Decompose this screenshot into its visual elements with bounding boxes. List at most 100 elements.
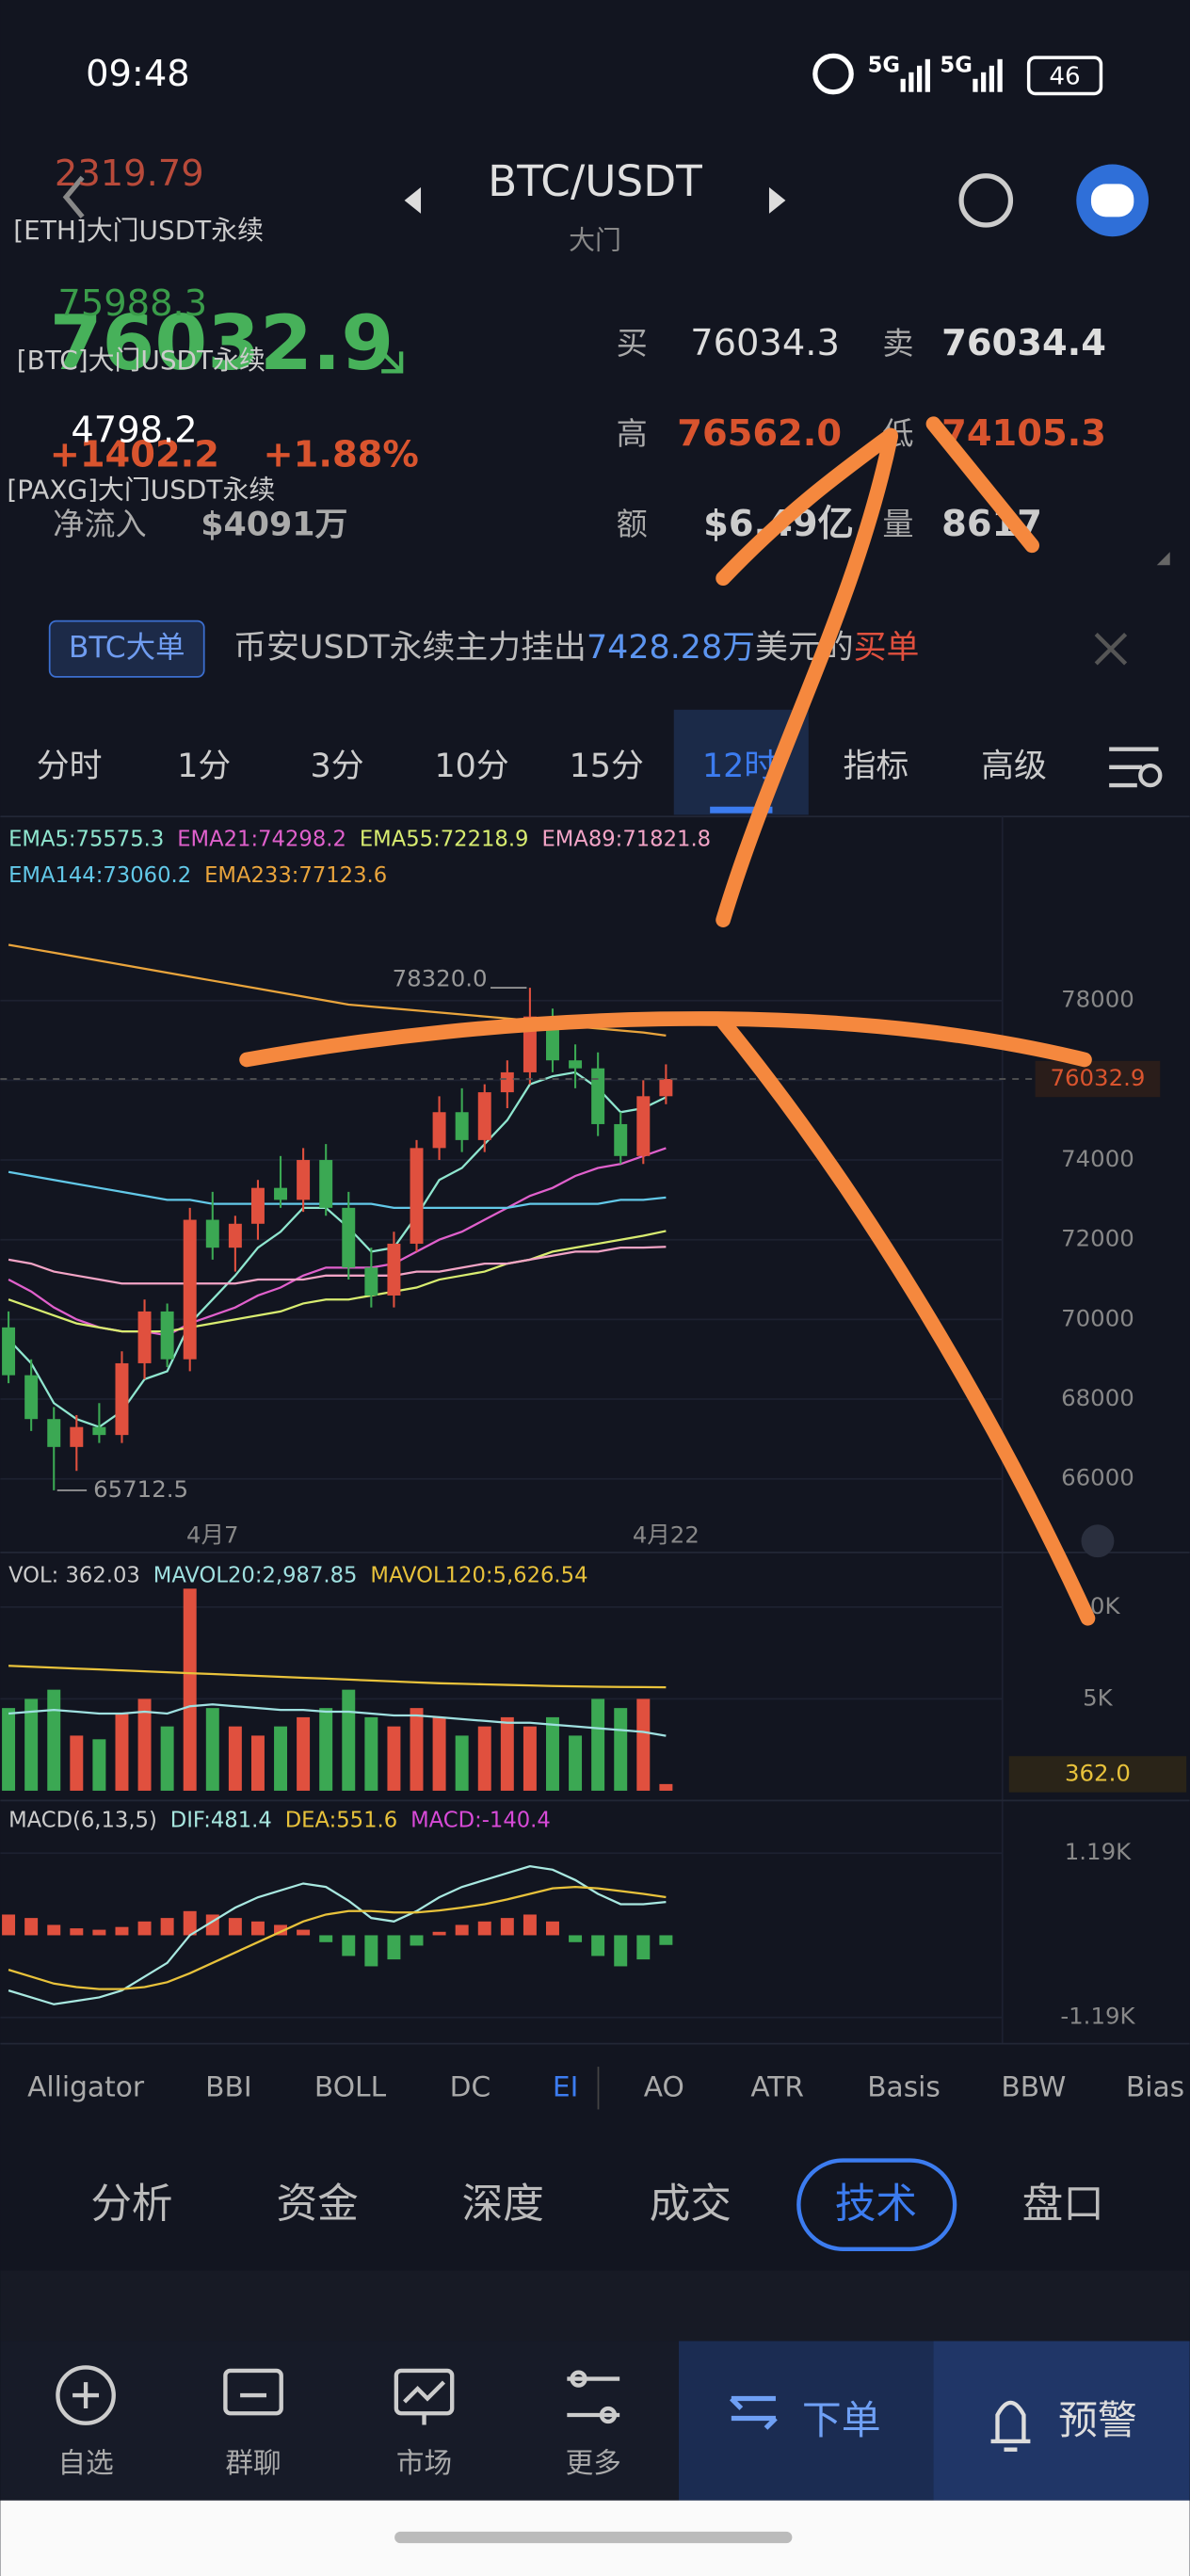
back-icon[interactable]: [62, 175, 85, 219]
indicator[interactable]: Alligator: [27, 2069, 145, 2102]
price-tag: [1035, 1060, 1161, 1098]
indicator[interactable]: BBI: [205, 2069, 251, 2102]
stats: 买 76034.3 卖 76034.4 高 76562.0 低 74105.3 …: [617, 322, 1106, 545]
alert-label[interactable]: 预警: [1058, 2397, 1137, 2443]
ticker-name: [ETH]大门USDT永续: [13, 215, 264, 246]
indicator[interactable]: EI: [553, 2069, 578, 2102]
volume-tag-label: 362.0: [1065, 1759, 1131, 1786]
volume-bar: [455, 1735, 469, 1791]
macd-bar: [319, 1935, 333, 1942]
tab[interactable]: 指标: [844, 748, 909, 785]
network: 5G: [940, 53, 972, 77]
candle-body: [342, 1207, 356, 1268]
search-icon[interactable]: [958, 173, 1014, 228]
legend-item: VOL: 362.03: [8, 1563, 140, 1587]
candle-body: [614, 1123, 628, 1156]
tab[interactable]: 3分: [311, 748, 364, 785]
tab[interactable]: 分时: [37, 748, 103, 785]
volume-bar: [523, 1726, 537, 1791]
volume-bar: [2, 1708, 16, 1791]
y-tick-label: 78000: [1061, 986, 1134, 1013]
candle-body: [410, 1148, 424, 1244]
candle-body: [160, 1311, 174, 1360]
y-tick-label: 74000: [1061, 1145, 1134, 1172]
settings-icon[interactable]: [1109, 747, 1163, 788]
legend-item: EMA55:72218.9: [360, 827, 529, 851]
tab[interactable]: 高级: [981, 748, 1047, 785]
volume-bar: [160, 1726, 174, 1791]
macd-bar: [183, 1910, 197, 1936]
time: 09:48: [86, 53, 190, 95]
candle-body: [250, 1187, 265, 1224]
x-tick-label: 4月7: [186, 1521, 238, 1548]
indicator[interactable]: ATR: [750, 2069, 804, 2102]
order-label[interactable]: 下单: [802, 2397, 881, 2443]
order-button[interactable]: [678, 2341, 934, 2501]
ticker-price: 4798.2: [71, 409, 197, 451]
y-tick-label: 70000: [1061, 1304, 1134, 1331]
panel-tab[interactable]: 盘口: [1022, 2181, 1104, 2228]
macd-bar: [410, 1935, 424, 1946]
tab-bar: 分时 1分 3分 10分 15分 12时 指标 高级: [37, 748, 1047, 785]
high-label: 78320.0: [393, 964, 488, 991]
scroll-button: [1081, 1524, 1115, 1558]
candle-body: [297, 1160, 311, 1200]
volume-bar: [115, 1713, 129, 1791]
nav-item[interactable]: 更多: [566, 2446, 621, 2479]
panel-tab[interactable]: 技术: [835, 2181, 917, 2228]
volume-bar: [410, 1708, 424, 1791]
panel-tabs: 分析 资金 深度 成交 技术 盘口: [90, 2158, 1104, 2251]
macd-bar: [364, 1935, 378, 1967]
volume-bar: [500, 1716, 514, 1791]
indicator[interactable]: BBW: [1001, 2069, 1066, 2102]
panel-tab[interactable]: 分析: [90, 2181, 172, 2228]
panel-tab[interactable]: 资金: [277, 2181, 359, 2228]
y-tick-label: -1.19K: [1060, 2003, 1135, 2030]
prev-icon[interactable]: [404, 186, 422, 214]
tab[interactable]: 10分: [434, 748, 508, 785]
nav-item[interactable]: 自选: [57, 2446, 113, 2479]
next-icon[interactable]: [768, 186, 786, 214]
tab[interactable]: 12时: [702, 748, 777, 785]
indicator-line: [8, 1703, 667, 1737]
nav-labels: 自选 群聊 市场 更多: [57, 2446, 620, 2479]
nav-item[interactable]: 群聊: [225, 2446, 281, 2479]
ticker-price: 2319.79: [55, 153, 204, 195]
volume-bar: [24, 1699, 39, 1791]
macd-bar: [297, 1929, 311, 1936]
macd-bar: [115, 1926, 129, 1936]
panel-tab[interactable]: 成交: [650, 2181, 732, 2228]
macd-bar: [24, 1918, 39, 1936]
tab[interactable]: 15分: [570, 748, 644, 785]
indicator[interactable]: AO: [644, 2069, 684, 2102]
macd-bar: [250, 1921, 265, 1936]
panel-tab[interactable]: 深度: [462, 2181, 544, 2228]
volume-bar: [342, 1689, 356, 1791]
stat-label: 高: [617, 415, 648, 452]
nav-icons: [56, 2365, 1031, 2452]
legend: EMA5:75575.3 EMA21:74298.2 EMA55:72218.9 EM…: [8, 827, 711, 851]
tab[interactable]: 1分: [177, 748, 231, 785]
exchange: 大门: [569, 225, 621, 256]
stat-value: 74105.3: [941, 412, 1106, 455]
close-icon[interactable]: [1094, 632, 1128, 666]
indicator[interactable]: Basis: [867, 2069, 941, 2102]
banner-text[interactable]: 币安USDT永续主力挂出7428.28万美元的买单: [233, 629, 919, 667]
indicator[interactable]: Bias: [1126, 2069, 1184, 2102]
candle-body: [274, 1187, 288, 1200]
alert-button[interactable]: [933, 2341, 1190, 2501]
volume-bar: [228, 1726, 242, 1791]
battery-level: 46: [1049, 63, 1080, 91]
macd-bar: [92, 1929, 106, 1936]
nav-item[interactable]: 市场: [396, 2446, 452, 2479]
indicator[interactable]: BOLL: [314, 2069, 387, 2102]
macd-bar: [387, 1935, 401, 1960]
macd-bar: [70, 1928, 84, 1936]
y-tick-label: 5K: [1083, 1683, 1114, 1711]
indicator[interactable]: DC: [450, 2069, 491, 2102]
volume-bar: [137, 1699, 152, 1791]
legend: EMA144:73060.2 EMA233:77123.6: [8, 863, 387, 888]
candle-body: [47, 1419, 61, 1447]
candle-body: [24, 1375, 39, 1420]
